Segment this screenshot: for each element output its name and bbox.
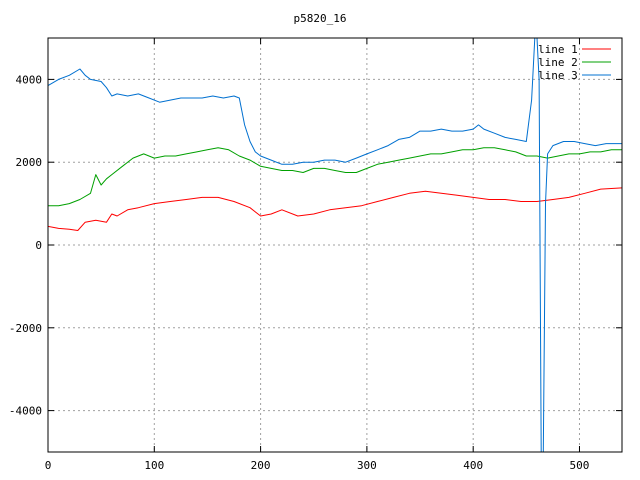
x-tick-label: 500 <box>570 459 590 472</box>
legend-label-2: line 2 <box>538 56 578 69</box>
legend-label-3: line 3 <box>538 69 578 82</box>
x-tick-label: 0 <box>45 459 52 472</box>
series-line-3 <box>48 38 622 452</box>
x-tick-label: 400 <box>463 459 483 472</box>
chart-title: p5820_16 <box>294 12 347 25</box>
legend-label-1: line 1 <box>538 43 578 56</box>
y-tick-label: -4000 <box>9 405 42 418</box>
y-tick-label: 4000 <box>16 73 43 86</box>
y-tick-label: 2000 <box>16 156 43 169</box>
y-tick-label: 0 <box>35 239 42 252</box>
x-tick-label: 200 <box>251 459 271 472</box>
x-tick-label: 300 <box>357 459 377 472</box>
series-line-1 <box>48 187 622 231</box>
series-line-2 <box>48 147 622 207</box>
axis-ticks: 0 100 200 300 400 500 -4000 -2000 0 2000 4000 <box>9 38 622 472</box>
x-tick-label: 100 <box>144 459 164 472</box>
y-tick-label: -2000 <box>9 322 42 335</box>
grid <box>48 38 622 452</box>
series-group <box>48 38 622 452</box>
